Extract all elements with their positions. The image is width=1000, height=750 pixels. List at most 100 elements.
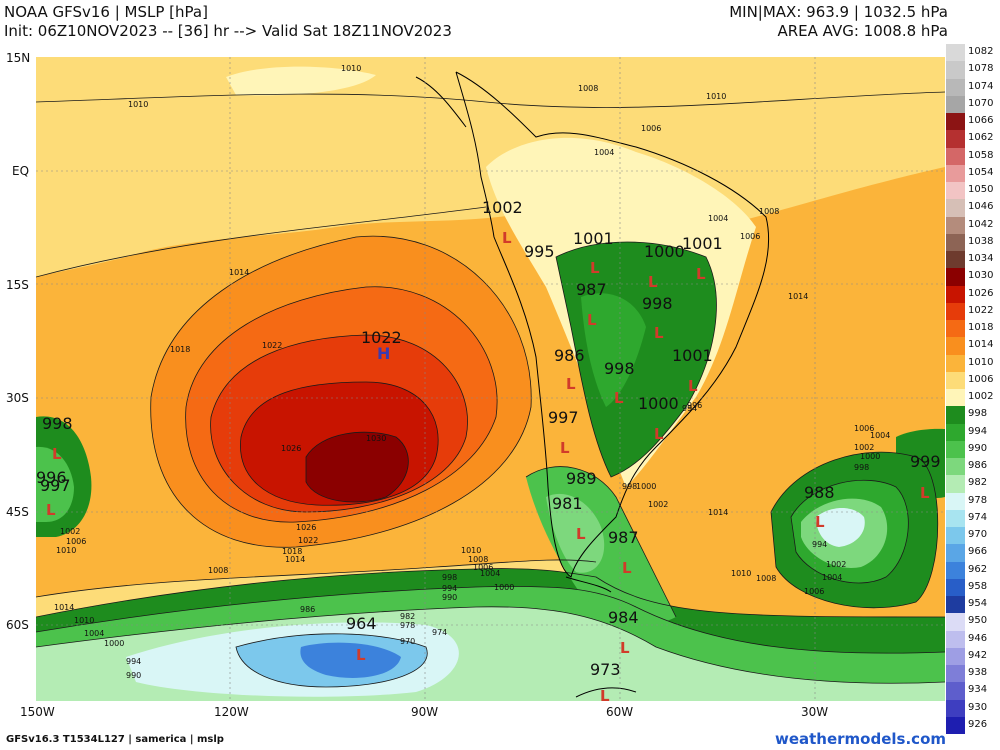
legend-entry: 998 xyxy=(946,406,1000,424)
legend-swatch xyxy=(946,561,965,579)
legend-value: 938 xyxy=(968,667,988,678)
contour-label: 996 xyxy=(687,401,702,410)
legend-value: 1058 xyxy=(968,149,994,161)
contour-label: 1008 xyxy=(578,84,598,93)
legend-swatch xyxy=(946,285,965,303)
contour-label: 1004 xyxy=(84,629,104,638)
contour-label: 1006 xyxy=(804,587,824,596)
legend-entry: 1058 xyxy=(946,147,1000,165)
isobar xyxy=(555,241,717,478)
legend-value: 1074 xyxy=(968,80,994,92)
low-center-marker: L xyxy=(696,265,706,283)
legend-entry: 938 xyxy=(946,665,1000,683)
lat-label-30s: 30S xyxy=(6,391,29,405)
legend-value: 1030 xyxy=(968,270,994,282)
legend-entry: 986 xyxy=(946,458,1000,476)
contour-label: 1010 xyxy=(56,546,76,555)
legend-value: 950 xyxy=(968,615,988,627)
legend-entry: 1042 xyxy=(946,216,1000,234)
low-center-value: 973 xyxy=(590,660,621,679)
field-994-continent xyxy=(581,293,646,407)
contour-label: 998 xyxy=(442,573,457,582)
legend-swatch xyxy=(946,475,965,493)
contour-label: 994 xyxy=(812,540,827,549)
low-center-value: 1000 xyxy=(638,394,679,413)
low-center-value: 1001 xyxy=(672,346,713,365)
legend-swatch xyxy=(946,630,965,648)
legend-value: 974 xyxy=(968,511,988,523)
legend-entry: 1022 xyxy=(946,302,1000,320)
contour-label: 1022 xyxy=(298,536,318,545)
legend-swatch xyxy=(946,596,965,614)
low-center-marker: L xyxy=(654,425,664,443)
field-982-atlantic xyxy=(816,508,865,547)
legend-swatch xyxy=(946,406,965,424)
low-center-marker: L xyxy=(920,484,930,502)
legend-swatch xyxy=(946,458,965,476)
contour-label: 1002 xyxy=(826,560,846,569)
legend-swatch xyxy=(946,61,965,79)
contour-label: 998 xyxy=(854,463,869,472)
low-center-value: 1001 xyxy=(573,229,614,248)
legend-entry: 1034 xyxy=(946,251,1000,269)
isobar xyxy=(185,286,498,523)
contour-label: 990 xyxy=(442,593,457,602)
contour-label: 970 xyxy=(400,637,415,646)
legend-swatch xyxy=(946,130,965,148)
contour-label: 1004 xyxy=(870,431,890,440)
legend-value: 1082 xyxy=(968,46,994,57)
legend-value: 1010 xyxy=(968,356,994,368)
tierra-del-fuego-coast xyxy=(565,576,612,593)
contour-label: 1006 xyxy=(641,124,661,133)
lat-label-60s: 60S xyxy=(6,618,29,632)
lon-label-30w: 30W xyxy=(801,705,829,719)
field-990-west xyxy=(36,446,74,522)
isobar xyxy=(240,381,439,506)
low-center-value: 998 xyxy=(604,359,635,378)
legend-entry: 958 xyxy=(946,578,1000,596)
legend-entry: 1030 xyxy=(946,268,1000,286)
field-1010-islands xyxy=(226,66,376,96)
legend-swatch xyxy=(946,95,965,113)
legend-value: 986 xyxy=(968,460,988,471)
area-average-readout: AREA AVG: 1008.8 hPa xyxy=(777,22,948,40)
model-info-footer: GFSv16.3 T1534L127 | samerica | mslp xyxy=(6,734,224,745)
low-center-value: 984 xyxy=(608,608,639,627)
legend-value: 926 xyxy=(968,718,988,730)
legend-value: 978 xyxy=(968,494,988,506)
isobar xyxy=(36,586,945,654)
legend-entry: 974 xyxy=(946,509,1000,527)
legend-entry: 1054 xyxy=(946,164,1000,182)
contour-label: 1022 xyxy=(262,341,282,350)
low-center-value: 986 xyxy=(554,346,585,365)
contour-label: 1002 xyxy=(60,527,80,536)
legend-swatch xyxy=(946,682,965,700)
mslp-map-svg: 1022 H 964 L 988 L 999 L 998 L 996 997 L… xyxy=(36,57,945,701)
contour-label: 1018 xyxy=(282,547,302,556)
legend-entry: 966 xyxy=(946,544,1000,562)
legend-value: 1026 xyxy=(968,287,994,299)
contour-label: 1006 xyxy=(854,424,874,433)
legend-entry: 982 xyxy=(946,475,1000,493)
isobar xyxy=(235,633,428,688)
isobar xyxy=(36,91,945,108)
contour-label: 1008 xyxy=(756,574,776,583)
legend-entry: 1074 xyxy=(946,78,1000,96)
low-center-marker: L xyxy=(620,639,630,657)
contour-label: 1010 xyxy=(706,92,726,101)
legend-value: 1078 xyxy=(968,63,994,75)
legend-entry: 970 xyxy=(946,527,1000,545)
contour-labels: 1010 1008 1006 1004 1010 1014 1018 1022 … xyxy=(54,64,890,680)
legend-swatch xyxy=(946,233,965,251)
legend-entry: 946 xyxy=(946,630,1000,648)
legend-value: 998 xyxy=(968,408,988,420)
legend-entry: 1006 xyxy=(946,371,1000,389)
isobar xyxy=(770,451,939,609)
contour-label: 974 xyxy=(432,628,447,637)
contour-label: 1026 xyxy=(296,523,316,532)
contour-label: 1008 xyxy=(208,566,228,575)
legend-swatch xyxy=(946,216,965,234)
contour-label: 1006 xyxy=(473,563,493,572)
legend-entry: 930 xyxy=(946,699,1000,717)
legend-swatch xyxy=(946,371,965,389)
